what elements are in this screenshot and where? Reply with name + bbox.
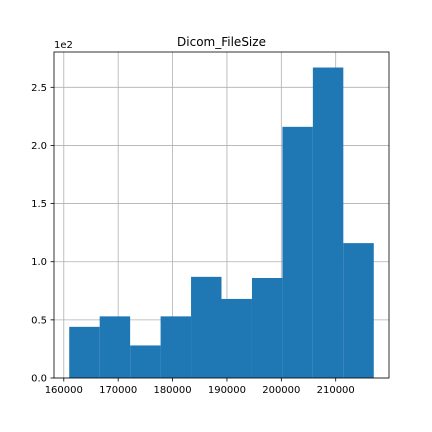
y-tick-label: 2.0 <box>31 141 47 152</box>
histogram-bar <box>191 276 222 378</box>
x-tick-label: 170000 <box>99 385 137 396</box>
histogram-bar <box>99 316 131 378</box>
histogram-bar <box>221 298 252 378</box>
y-axis-ticks: 0.0 0.5 1.0 1.5 2.0 2.5 <box>31 83 54 385</box>
histogram-bar <box>69 326 100 378</box>
y-tick-label: 1.5 <box>31 199 47 210</box>
x-tick-label: 180000 <box>153 385 191 396</box>
chart-title: Dicom_FileSize <box>177 35 266 49</box>
histogram-bar <box>130 345 161 378</box>
y-tick-label: 0.5 <box>31 315 47 326</box>
histogram-bar <box>282 126 313 378</box>
plot-area-frame <box>53 51 390 379</box>
x-axis-ticks: 160000 170000 180000 190000 200000 210000 <box>45 378 355 396</box>
y-tick-label: 2.5 <box>31 83 47 94</box>
x-tick-label: 190000 <box>208 385 246 396</box>
x-tick-label: 200000 <box>262 385 300 396</box>
y-axis-offset-label: 1e2 <box>54 40 73 51</box>
y-tick-label: 0.0 <box>31 374 47 385</box>
x-tick-label: 210000 <box>317 385 355 396</box>
y-tick-label: 1.0 <box>31 257 47 268</box>
histogram-bar <box>160 316 192 378</box>
histogram-bar <box>312 67 344 379</box>
histogram-bars <box>69 67 374 379</box>
x-tick-label: 160000 <box>45 385 83 396</box>
histogram-bar <box>251 277 283 378</box>
histogram-bar <box>343 243 374 378</box>
